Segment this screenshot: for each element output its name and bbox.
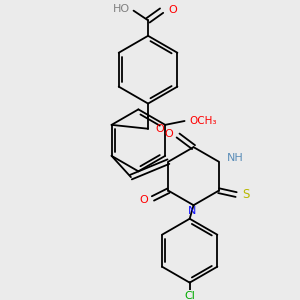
Text: N: N <box>188 206 196 216</box>
Text: O: O <box>168 5 177 15</box>
Text: S: S <box>242 188 249 201</box>
Text: O: O <box>156 124 165 134</box>
Text: O: O <box>139 195 148 206</box>
Text: HO: HO <box>112 4 130 14</box>
Text: O: O <box>164 129 173 139</box>
Text: Cl: Cl <box>184 291 195 300</box>
Text: NH: NH <box>226 153 243 163</box>
Text: OCH₃: OCH₃ <box>189 116 217 126</box>
